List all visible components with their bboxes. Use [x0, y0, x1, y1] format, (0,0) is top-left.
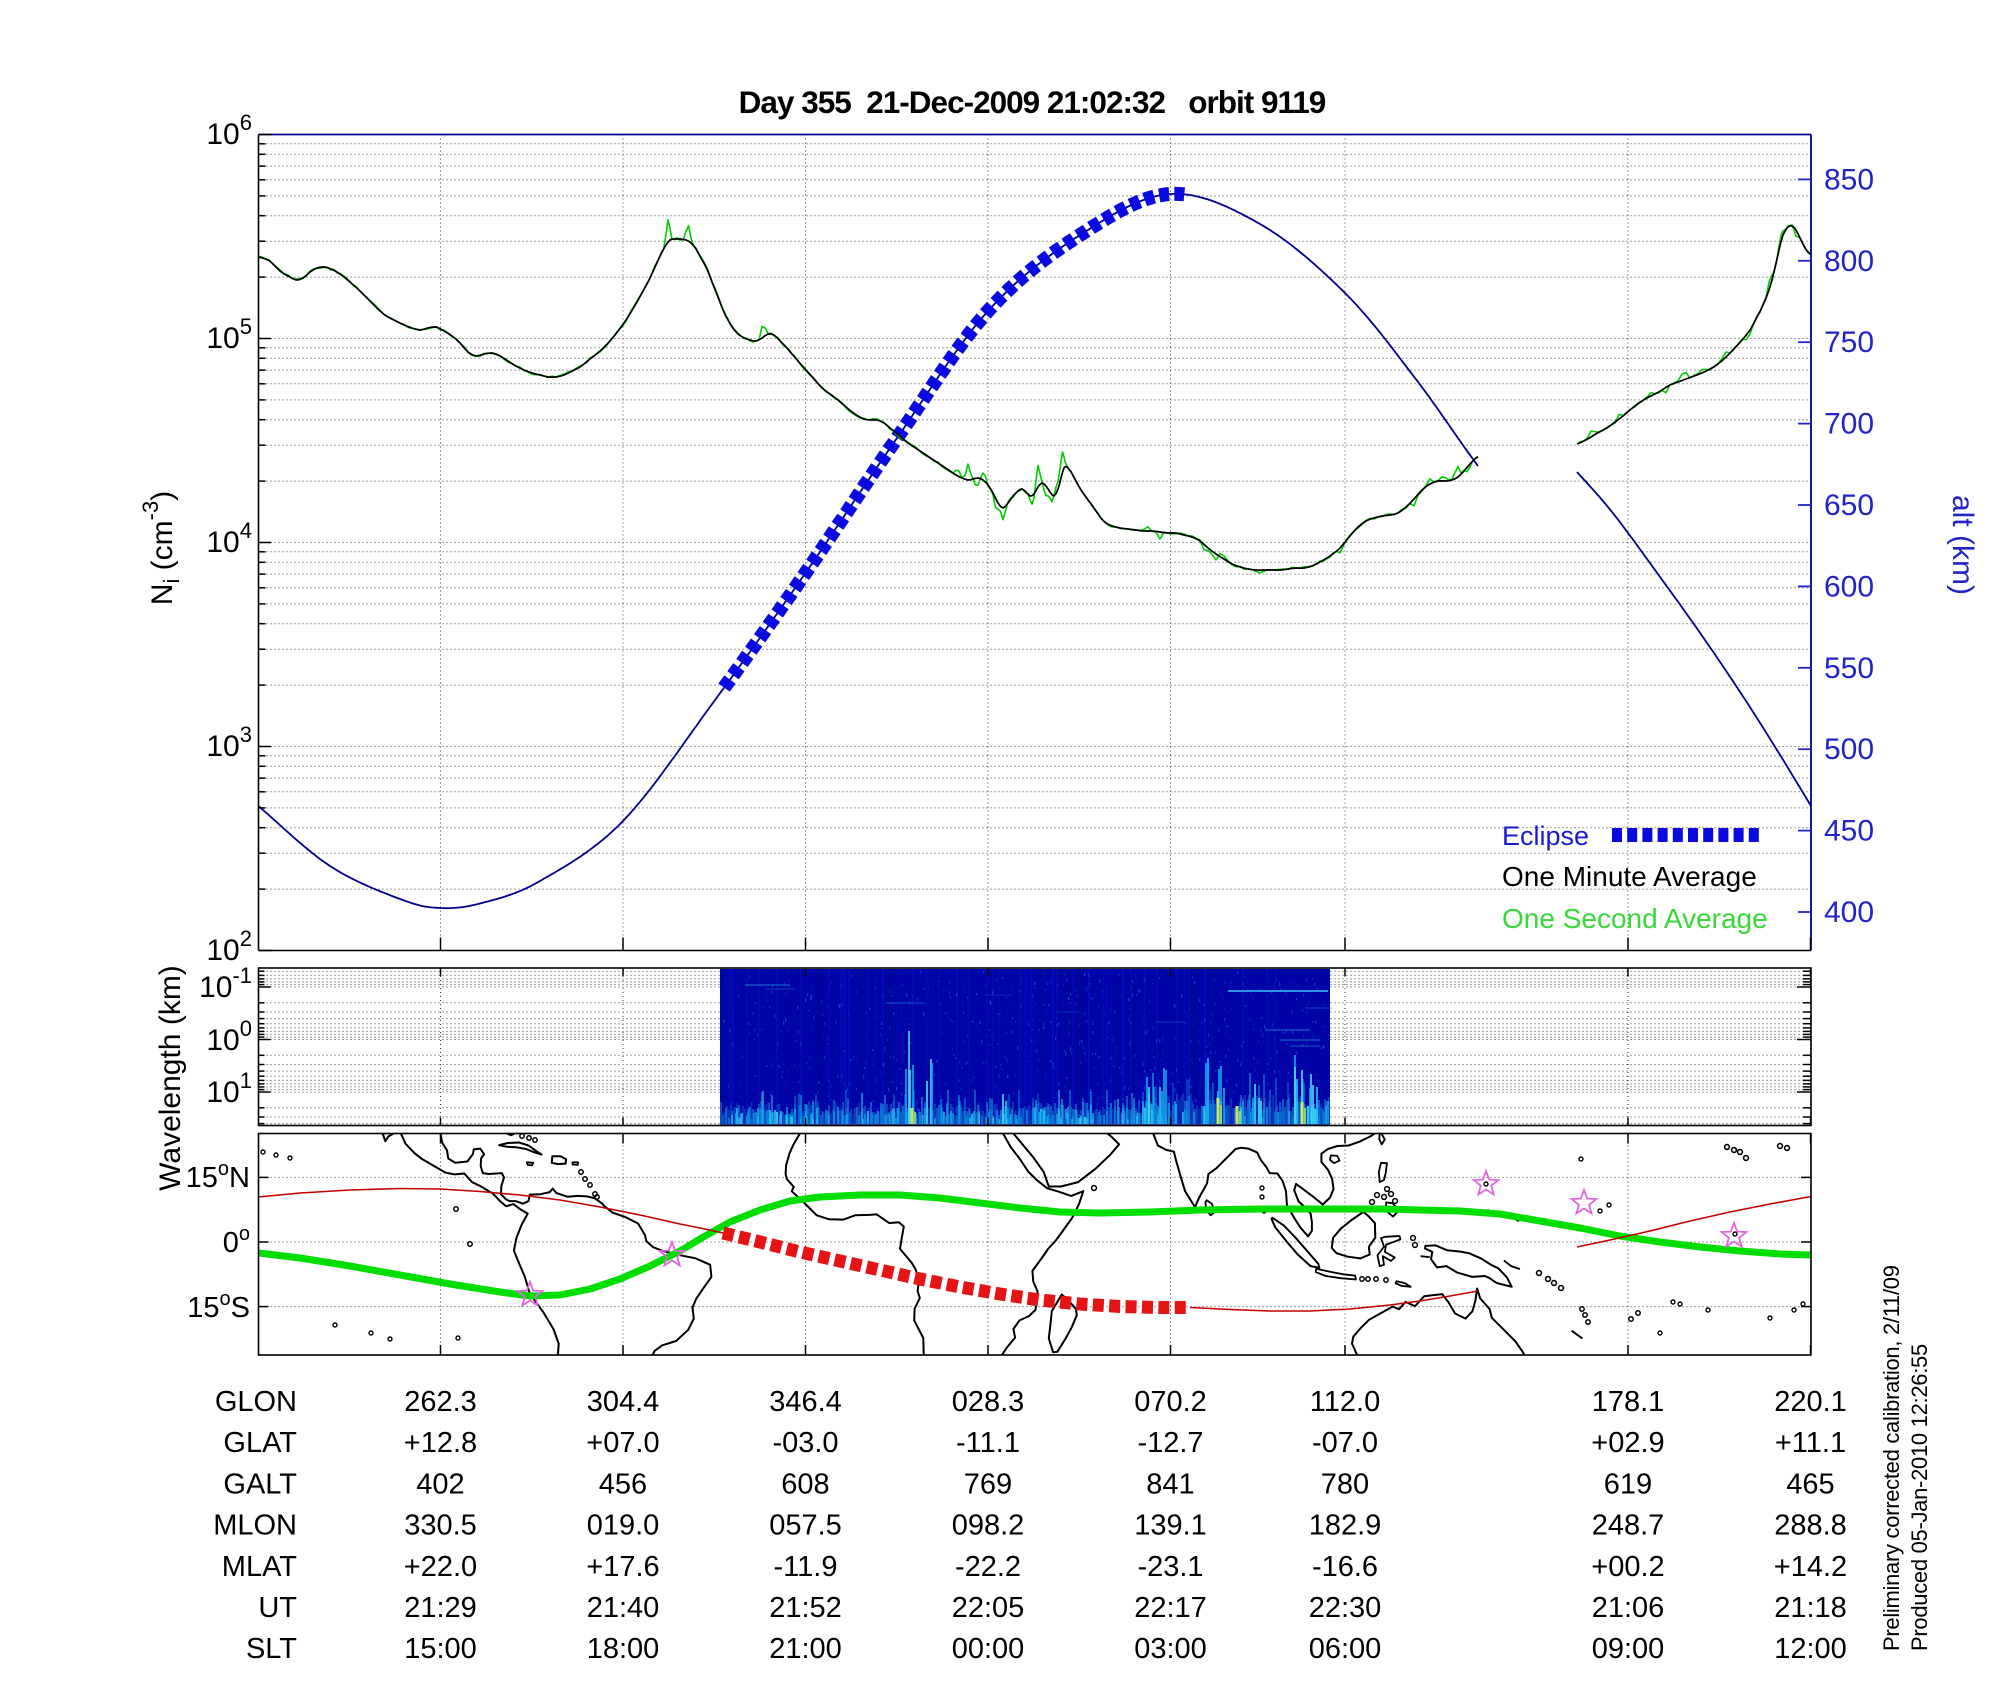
- svg-text:450: 450: [1824, 815, 1874, 848]
- svg-text:09:00: 09:00: [1592, 1633, 1665, 1665]
- svg-text:248.7: 248.7: [1592, 1510, 1665, 1542]
- svg-text:057.5: 057.5: [769, 1510, 842, 1542]
- svg-text:GLON: GLON: [215, 1386, 297, 1418]
- svg-text:22:17: 22:17: [1134, 1592, 1207, 1624]
- svg-text:+17.6: +17.6: [586, 1551, 659, 1583]
- svg-text:600: 600: [1824, 570, 1874, 603]
- svg-text:alt (km): alt (km): [1946, 495, 1979, 595]
- svg-text:-03.0: -03.0: [772, 1427, 838, 1459]
- svg-text:Day 355 21-Dec-2009 21:02:32: Day 355 21-Dec-2009 21:02:32 orbit 9119: [739, 84, 1326, 120]
- svg-text:00:00: 00:00: [952, 1633, 1025, 1665]
- svg-text:-23.1: -23.1: [1137, 1551, 1203, 1583]
- svg-text:Eclipse: Eclipse: [1502, 821, 1589, 851]
- svg-text:21:52: 21:52: [769, 1592, 842, 1624]
- svg-text:841: 841: [1146, 1468, 1194, 1500]
- svg-text:One Second Average: One Second Average: [1502, 903, 1768, 934]
- svg-text:21:40: 21:40: [587, 1592, 660, 1624]
- svg-text:12:00: 12:00: [1774, 1633, 1847, 1665]
- svg-text:+14.2: +14.2: [1774, 1551, 1847, 1583]
- svg-text:Preliminary corrected calibrat: Preliminary corrected calibration, 2/11/…: [1879, 1265, 1904, 1651]
- svg-text:+07.0: +07.0: [586, 1427, 659, 1459]
- svg-text:346.4: 346.4: [769, 1386, 842, 1418]
- svg-text:-16.6: -16.6: [1312, 1551, 1378, 1583]
- svg-text:769: 769: [964, 1468, 1012, 1500]
- svg-text:780: 780: [1321, 1468, 1369, 1500]
- svg-text:Wavelength (km): Wavelength (km): [154, 965, 187, 1191]
- svg-text:MLAT: MLAT: [222, 1551, 297, 1583]
- svg-text:288.8: 288.8: [1774, 1510, 1847, 1542]
- svg-text:+12.8: +12.8: [404, 1427, 477, 1459]
- svg-text:619: 619: [1604, 1468, 1652, 1500]
- svg-text:178.1: 178.1: [1592, 1386, 1665, 1418]
- svg-text:400: 400: [1824, 896, 1874, 929]
- svg-text:262.3: 262.3: [404, 1386, 477, 1418]
- svg-text:22:05: 22:05: [952, 1592, 1025, 1624]
- svg-text:06:00: 06:00: [1309, 1633, 1382, 1665]
- svg-text:465: 465: [1786, 1468, 1834, 1500]
- svg-text:750: 750: [1824, 326, 1874, 359]
- svg-text:608: 608: [781, 1468, 829, 1500]
- svg-text:One Minute Average: One Minute Average: [1502, 861, 1757, 892]
- svg-text:070.2: 070.2: [1134, 1386, 1207, 1418]
- svg-text:550: 550: [1824, 652, 1874, 685]
- svg-text:+22.0: +22.0: [404, 1551, 477, 1583]
- svg-text:182.9: 182.9: [1309, 1510, 1382, 1542]
- svg-text:21:18: 21:18: [1774, 1592, 1847, 1624]
- svg-text:700: 700: [1824, 408, 1874, 441]
- svg-text:+11.1: +11.1: [1775, 1427, 1846, 1459]
- svg-text:SLT: SLT: [246, 1633, 297, 1665]
- svg-text:GLAT: GLAT: [223, 1427, 297, 1459]
- svg-text:-07.0: -07.0: [1312, 1427, 1378, 1459]
- svg-text:500: 500: [1824, 733, 1874, 766]
- svg-text:650: 650: [1824, 489, 1874, 522]
- svg-text:402: 402: [416, 1468, 464, 1500]
- svg-text:+02.9: +02.9: [1591, 1427, 1664, 1459]
- svg-text:456: 456: [599, 1468, 647, 1500]
- svg-text:15:00: 15:00: [404, 1633, 477, 1665]
- svg-text:220.1: 220.1: [1774, 1386, 1847, 1418]
- svg-text:15oS: 15oS: [187, 1288, 250, 1324]
- svg-text:21:29: 21:29: [404, 1592, 477, 1624]
- svg-text:18:00: 18:00: [587, 1633, 660, 1665]
- svg-text:112.0: 112.0: [1310, 1386, 1380, 1418]
- svg-text:+00.2: +00.2: [1591, 1551, 1664, 1583]
- svg-text:139.1: 139.1: [1134, 1510, 1207, 1542]
- svg-text:304.4: 304.4: [587, 1386, 660, 1418]
- svg-text:330.5: 330.5: [404, 1510, 477, 1542]
- svg-text:028.3: 028.3: [952, 1386, 1025, 1418]
- svg-text:850: 850: [1824, 163, 1874, 196]
- svg-text:-11.1: -11.1: [956, 1427, 1020, 1459]
- svg-text:-11.9: -11.9: [774, 1551, 838, 1583]
- svg-text:21:06: 21:06: [1592, 1592, 1665, 1624]
- svg-text:03:00: 03:00: [1134, 1633, 1207, 1665]
- svg-text:098.2: 098.2: [952, 1510, 1025, 1542]
- svg-text:-12.7: -12.7: [1137, 1427, 1203, 1459]
- svg-text:019.0: 019.0: [587, 1510, 660, 1542]
- svg-text:MLON: MLON: [213, 1510, 297, 1542]
- svg-text:-22.2: -22.2: [955, 1551, 1021, 1583]
- svg-text:GALT: GALT: [223, 1468, 297, 1500]
- svg-text:22:30: 22:30: [1309, 1592, 1382, 1624]
- svg-text:800: 800: [1824, 245, 1874, 278]
- svg-text:15oN: 15oN: [186, 1158, 250, 1194]
- svg-text:UT: UT: [258, 1592, 297, 1624]
- svg-text:21:00: 21:00: [769, 1633, 842, 1665]
- svg-text:Produced 05-Jan-2010 12:26:55: Produced 05-Jan-2010 12:26:55: [1907, 1344, 1932, 1651]
